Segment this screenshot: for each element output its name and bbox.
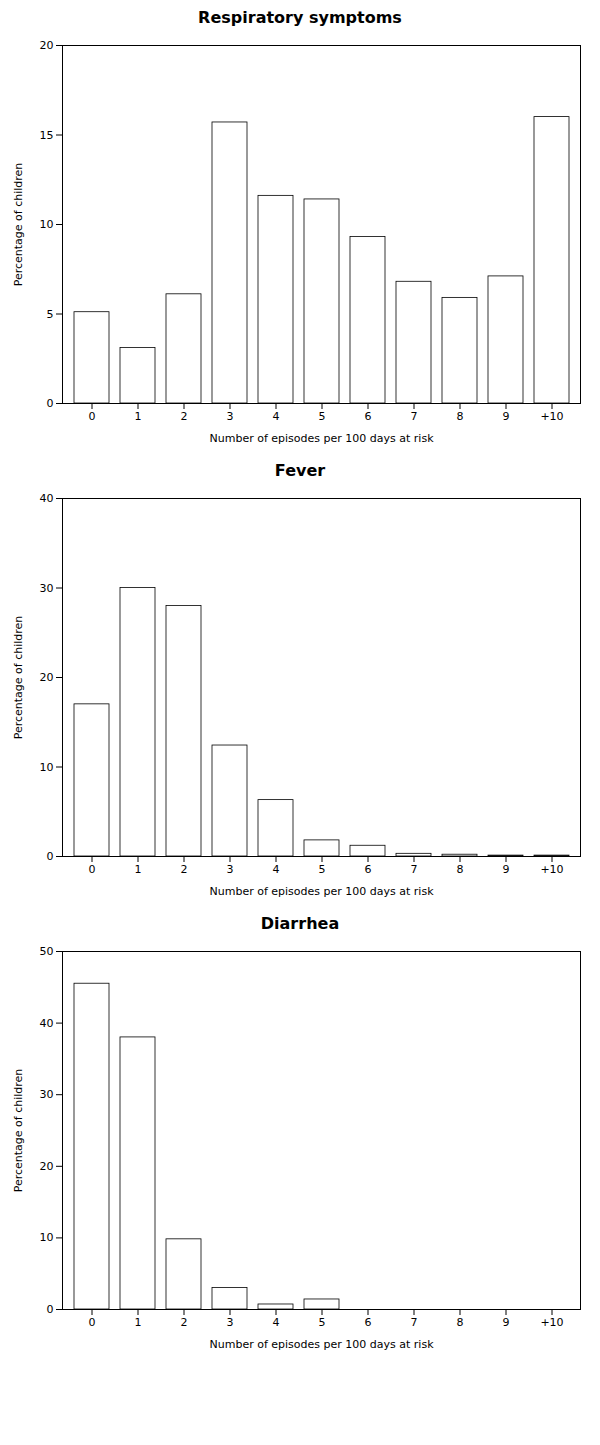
svg-text:0: 0 (47, 397, 54, 410)
svg-text:1: 1 (135, 410, 142, 423)
svg-text:3: 3 (227, 410, 234, 423)
svg-text:Percentage of children: Percentage of children (12, 1069, 25, 1193)
svg-text:5: 5 (319, 410, 326, 423)
svg-text:7: 7 (411, 1316, 418, 1329)
svg-text:10: 10 (40, 1231, 54, 1244)
svg-text:7: 7 (411, 410, 418, 423)
svg-text:0: 0 (47, 850, 54, 863)
html-text:Respiratory symptoms: Respiratory symptoms (198, 8, 402, 27)
svg-text:40: 40 (40, 492, 54, 505)
svg-text:8: 8 (457, 863, 464, 876)
svg-text:5: 5 (47, 308, 54, 321)
svg-text:+10: +10 (540, 863, 563, 876)
svg-text:0: 0 (89, 410, 96, 423)
svg-text:10: 10 (40, 218, 54, 231)
svg-text:0: 0 (89, 1316, 96, 1329)
svg-text:20: 20 (40, 39, 54, 52)
svg-text:20: 20 (40, 1160, 54, 1173)
svg-text:15: 15 (40, 129, 54, 142)
svg-text:20: 20 (40, 671, 54, 684)
svg-text:Number of episodes per 100 day: Number of episodes per 100 days at risk (210, 885, 435, 898)
svg-text:30: 30 (40, 582, 54, 595)
html-text:Fever: Fever (274, 461, 326, 480)
svg-text:2: 2 (181, 410, 188, 423)
svg-text:8: 8 (457, 1316, 464, 1329)
svg-text:5: 5 (319, 863, 326, 876)
svg-text:Number of episodes per 100 day: Number of episodes per 100 days at risk (210, 1338, 435, 1351)
svg-text:Number of episodes per 100 day: Number of episodes per 100 days at risk (210, 432, 435, 445)
svg-text:2: 2 (181, 863, 188, 876)
svg-text:4: 4 (273, 863, 280, 876)
svg-text:3: 3 (227, 863, 234, 876)
svg-text:3: 3 (227, 1316, 234, 1329)
svg-text:6: 6 (365, 1316, 372, 1329)
svg-text:50: 50 (40, 945, 54, 958)
svg-text:1: 1 (135, 1316, 142, 1329)
svg-text:4: 4 (273, 410, 280, 423)
svg-text:9: 9 (503, 410, 510, 423)
html-text:Diarrhea: Diarrhea (260, 914, 340, 933)
svg-text:Percentage of children: Percentage of children (12, 616, 25, 740)
svg-text:5: 5 (319, 1316, 326, 1329)
svg-text:9: 9 (503, 863, 510, 876)
svg-text:+10: +10 (540, 1316, 563, 1329)
svg-text:+10: +10 (540, 410, 563, 423)
svg-text:0: 0 (47, 1303, 54, 1316)
svg-text:40: 40 (40, 1017, 54, 1030)
svg-text:10: 10 (40, 761, 54, 774)
svg-text:Percentage of children: Percentage of children (12, 163, 25, 287)
svg-text:7: 7 (411, 863, 418, 876)
svg-text:6: 6 (365, 410, 372, 423)
svg-text:1: 1 (135, 863, 142, 876)
svg-text:0: 0 (89, 863, 96, 876)
svg-text:6: 6 (365, 863, 372, 876)
svg-text:4: 4 (273, 1316, 280, 1329)
svg-text:8: 8 (457, 410, 464, 423)
svg-text:30: 30 (40, 1088, 54, 1101)
svg-text:2: 2 (181, 1316, 188, 1329)
svg-text:9: 9 (503, 1316, 510, 1329)
